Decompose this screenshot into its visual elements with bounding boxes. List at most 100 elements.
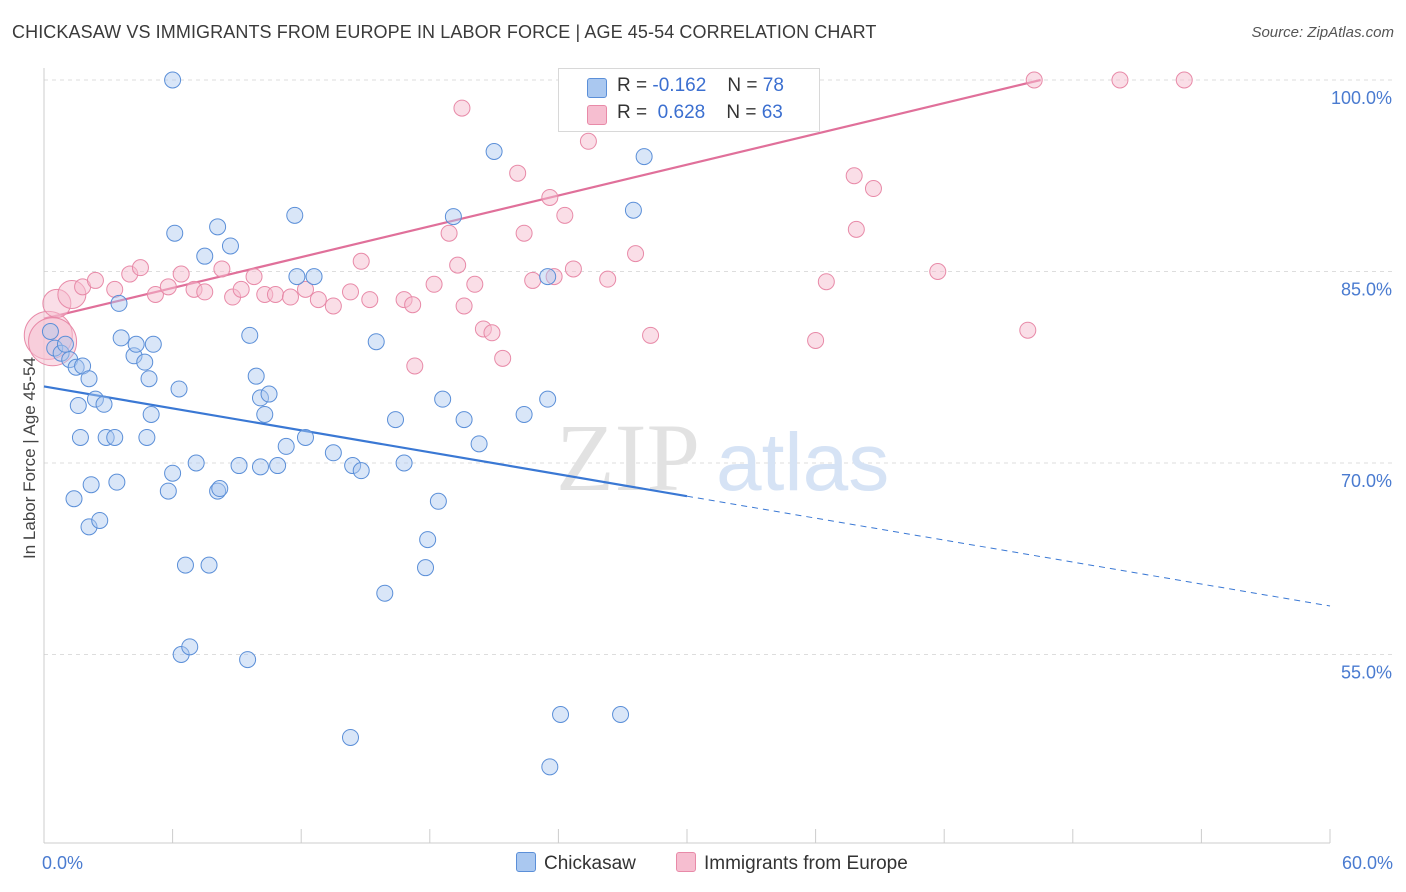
europe-point — [131, 259, 149, 277]
europe-point — [146, 285, 164, 303]
chickasaw-point — [67, 358, 85, 376]
chickasaw-point — [247, 367, 265, 385]
chickasaw-point — [209, 482, 227, 500]
chickasaw-point — [539, 390, 557, 408]
europe-point — [545, 268, 563, 286]
legend-item-chickasaw: Chickasaw — [516, 852, 636, 875]
europe-point — [1111, 71, 1129, 89]
chickasaw-point — [138, 428, 156, 446]
europe-point — [245, 268, 263, 286]
chickasaw-point — [170, 380, 188, 398]
chickasaw-point — [367, 333, 385, 351]
chickasaw-points — [41, 71, 653, 776]
legend-stats-europe: R = 0.628 N = 63 — [617, 102, 783, 124]
chickasaw-point — [552, 706, 570, 724]
chickasaw-point — [539, 268, 557, 286]
europe-point — [524, 271, 542, 289]
chickasaw-point — [260, 385, 278, 403]
chickasaw-point — [97, 428, 115, 446]
n-value: 78 — [762, 75, 784, 96]
europe-point — [341, 283, 359, 301]
europe-point — [864, 180, 882, 198]
chickasaw-point — [241, 326, 259, 344]
europe-point — [509, 164, 527, 182]
europe-point — [196, 283, 214, 301]
europe-point — [515, 224, 533, 242]
chickasaw-point — [144, 335, 162, 353]
chickasaw-point — [635, 148, 653, 166]
chickasaw-point — [387, 411, 405, 429]
chickasaw-point — [65, 490, 83, 508]
x-tick-label: 0.0% — [42, 853, 83, 873]
chickasaw-point — [200, 556, 218, 574]
chickasaw-trend-extension — [686, 495, 1331, 607]
chickasaw-point — [230, 457, 248, 475]
chickasaw-point — [251, 389, 269, 407]
chickasaw-point — [288, 268, 306, 286]
chickasaw-point — [106, 428, 124, 446]
chickasaw-point — [71, 428, 89, 446]
europe-point — [324, 297, 342, 315]
europe-point — [352, 252, 370, 270]
chickasaw-point — [296, 428, 314, 446]
europe-point — [159, 278, 177, 296]
europe-point — [817, 273, 835, 291]
chickasaw-trend-line — [43, 385, 688, 498]
europe-point — [564, 260, 582, 278]
europe-point — [296, 280, 314, 298]
watermark-atlas: atlas — [716, 417, 889, 508]
r-value: -0.162 — [652, 75, 707, 96]
chickasaw-point — [455, 411, 473, 429]
europe-point — [455, 297, 473, 315]
chickasaw-point — [395, 454, 413, 472]
europe-point — [541, 188, 559, 206]
chickasaw-point — [41, 323, 59, 341]
chickasaw-point — [251, 458, 269, 476]
y-tick-label: 55.0% — [1341, 663, 1392, 683]
europe-point — [494, 349, 512, 367]
chickasaw-point — [419, 531, 437, 549]
chickasaw-point — [110, 294, 128, 312]
chickasaw-point — [136, 353, 154, 371]
watermark: ZIP atlas — [556, 404, 889, 511]
chickasaw-point — [352, 462, 370, 480]
chickasaw-point — [417, 559, 435, 577]
europe-point — [449, 256, 467, 274]
chickasaw-point — [52, 344, 70, 362]
chickasaw-point — [324, 444, 342, 462]
chickasaw-point — [515, 405, 533, 423]
chickasaw-point — [142, 405, 160, 423]
chickasaw-point — [181, 638, 199, 656]
europe-point — [361, 291, 379, 309]
y-tick-label: 70.0% — [1341, 471, 1392, 491]
europe-legend-swatch — [676, 852, 696, 872]
chickasaw-point — [56, 335, 74, 353]
chickasaw-point — [239, 651, 257, 669]
legend-stats-chickasaw: R = -0.162 N = 78 — [617, 75, 784, 97]
europe-point — [440, 224, 458, 242]
europe-point — [266, 285, 284, 303]
europe-point — [404, 296, 422, 314]
y-tick-label: 100.0% — [1331, 88, 1392, 108]
chickasaw-point — [541, 758, 559, 776]
n-value: 63 — [761, 102, 783, 123]
europe-point — [106, 280, 124, 298]
chickasaw-point — [209, 218, 227, 236]
chickasaw-point — [164, 464, 182, 482]
chickasaw-point — [140, 370, 158, 388]
chickasaw-point — [305, 268, 323, 286]
r-label: R = — [617, 75, 648, 96]
chickasaw-point — [80, 370, 98, 388]
europe-point — [232, 280, 250, 298]
chickasaw-point — [86, 390, 104, 408]
tick-labels: 55.0% 70.0% 85.0% 100.0% 0.0% 60.0% — [42, 88, 1393, 873]
europe-point — [847, 220, 865, 238]
y-tick-label: 85.0% — [1341, 280, 1392, 300]
chickasaw-point — [341, 728, 359, 746]
chickasaw-point — [127, 335, 145, 353]
europe-point — [1025, 71, 1043, 89]
europe-point — [483, 324, 501, 342]
chickasaw-swatch — [587, 78, 607, 98]
europe-point — [309, 291, 327, 309]
europe-point — [627, 245, 645, 263]
